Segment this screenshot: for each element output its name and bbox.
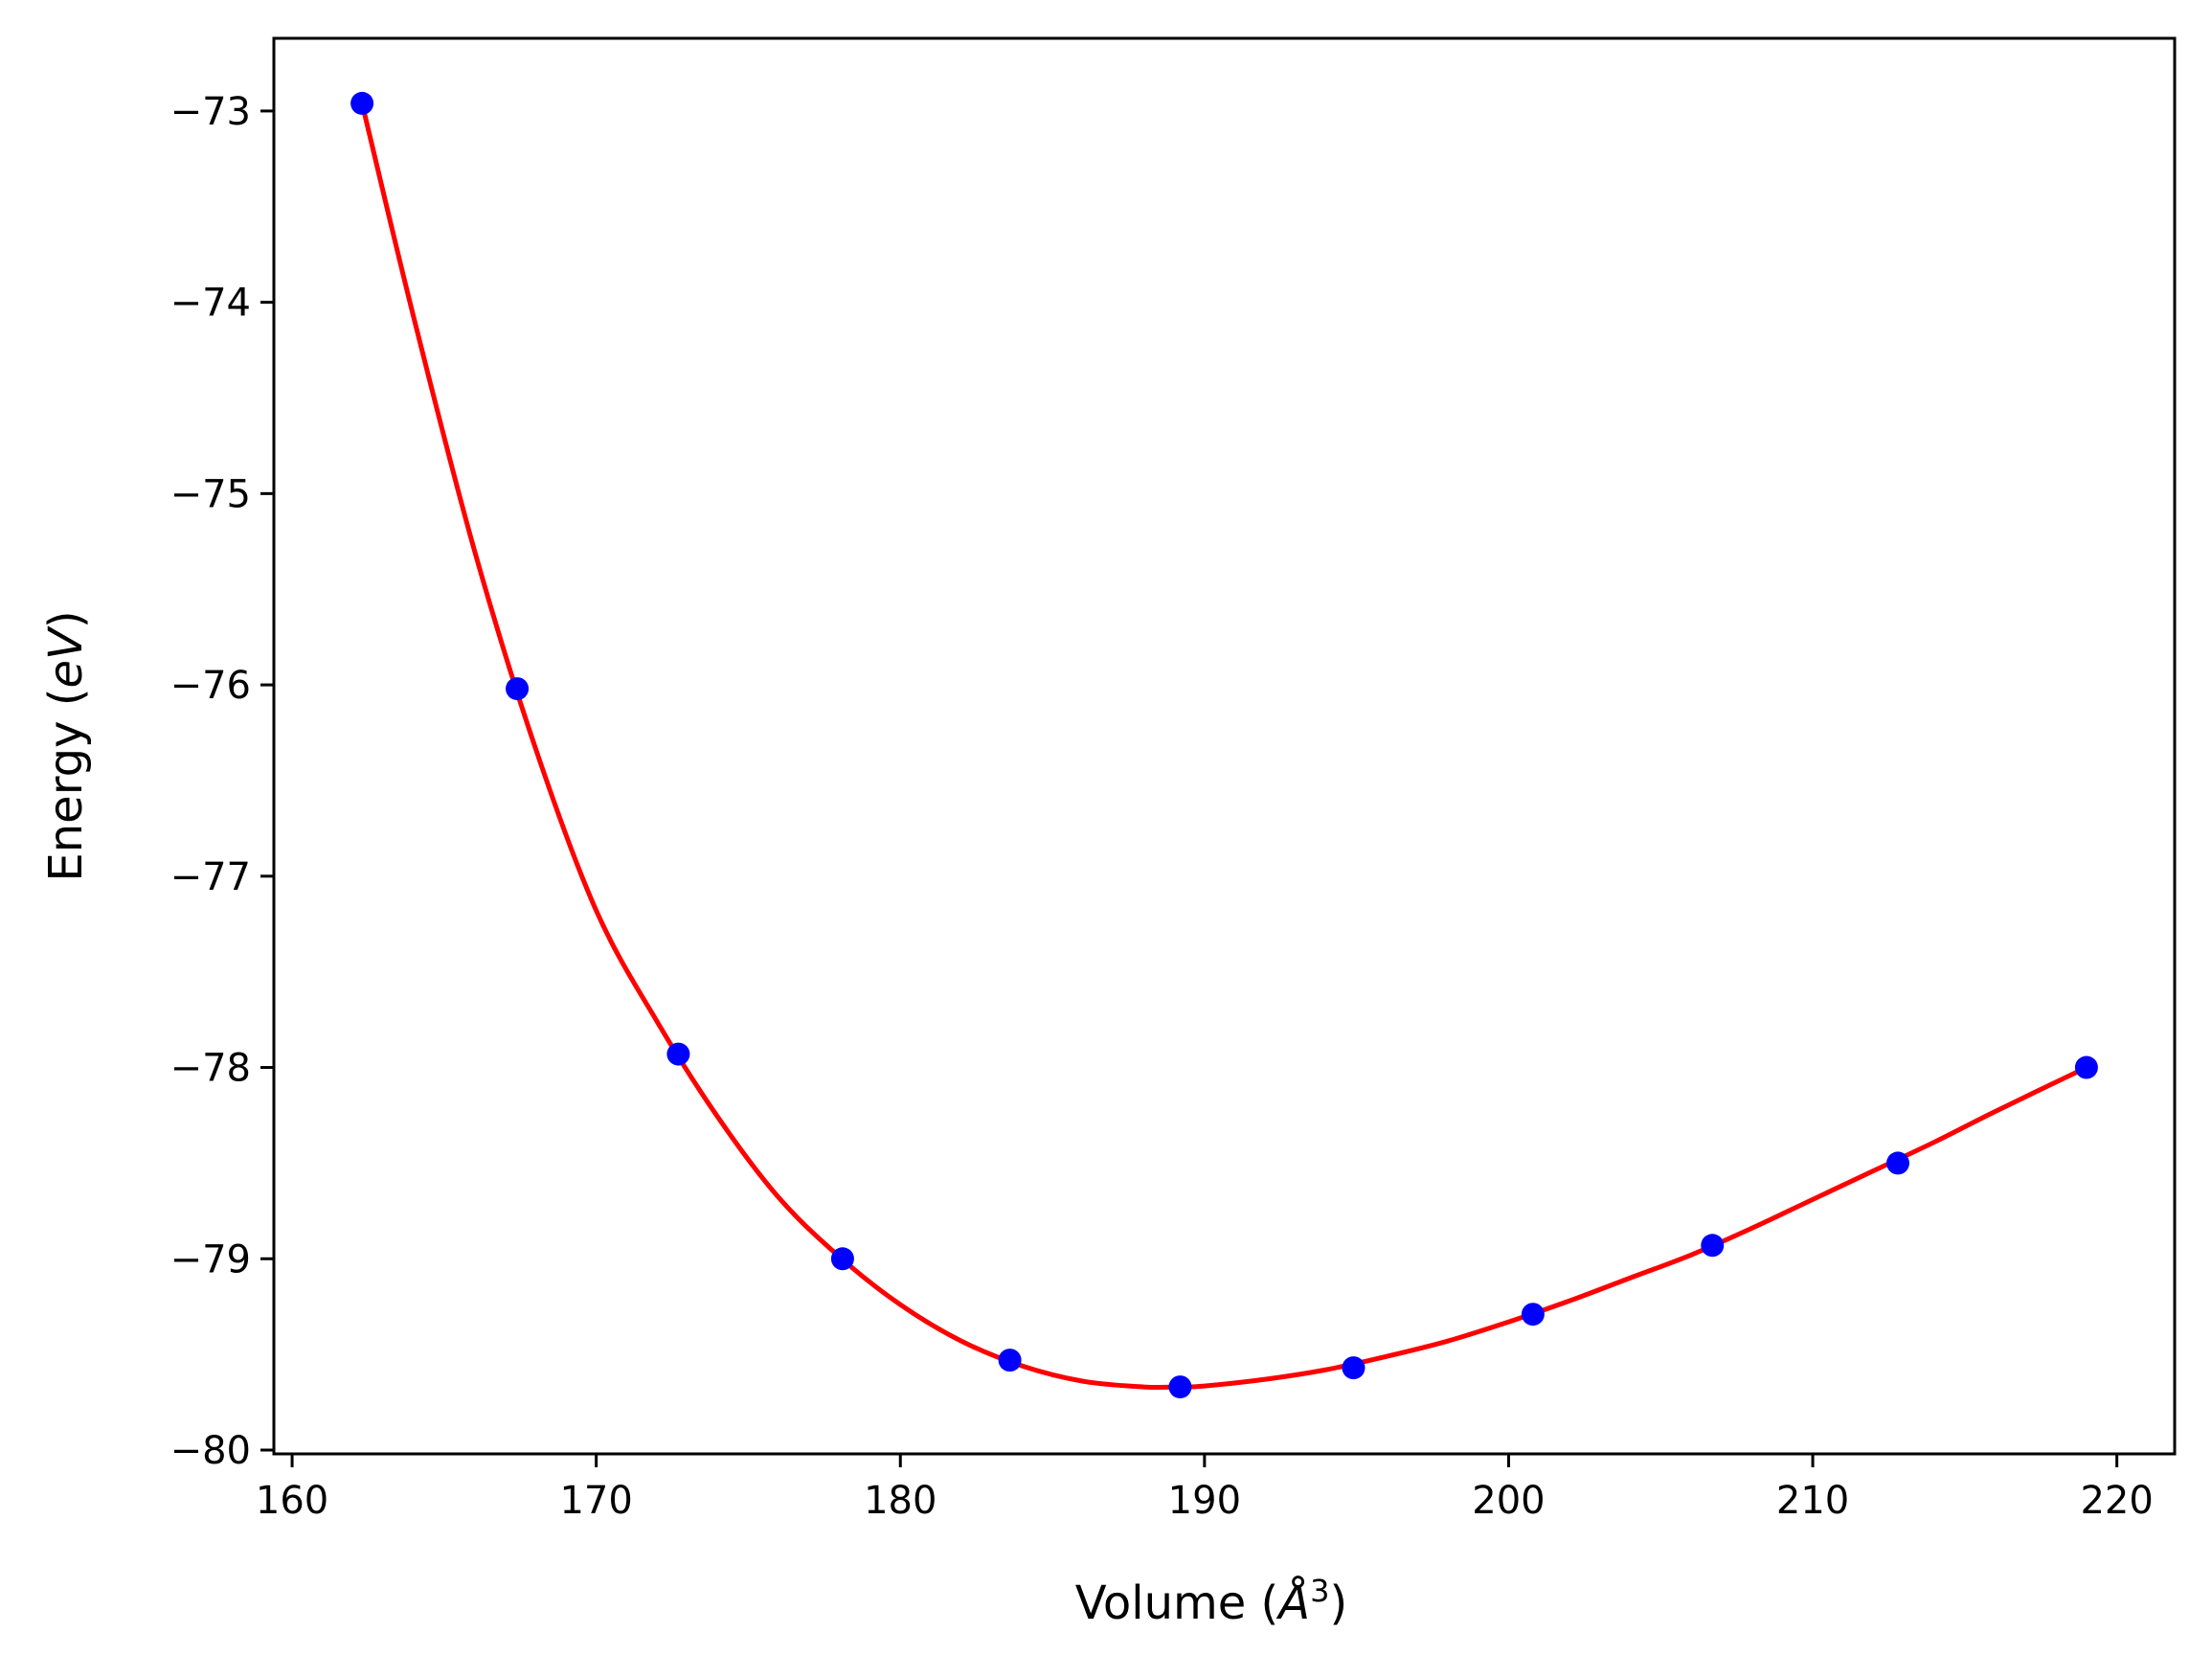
- data-point: [2074, 1055, 2098, 1079]
- data-point: [1885, 1151, 1909, 1175]
- x-tick-label: 190: [1168, 1479, 1241, 1523]
- fit-curve-line: [359, 102, 2088, 1391]
- data-points: [350, 91, 2098, 1399]
- x-tick-label: 220: [2080, 1479, 2153, 1523]
- data-point: [666, 1042, 690, 1066]
- data-point: [1701, 1234, 1725, 1258]
- data-point: [350, 91, 374, 115]
- data-point: [1521, 1303, 1545, 1327]
- data-point: [506, 677, 530, 701]
- data-point: [1342, 1356, 1366, 1380]
- y-tick-label: −76: [170, 664, 251, 708]
- data-point: [998, 1349, 1022, 1372]
- y-tick-label: −74: [170, 282, 251, 326]
- y-tick-label: −77: [170, 855, 251, 899]
- plot-frame: [272, 36, 2177, 1456]
- x-tick-label: 210: [1776, 1479, 1849, 1523]
- y-tick-label: −73: [170, 90, 251, 134]
- data-point: [1168, 1375, 1192, 1399]
- ticks-layer: 160 170 180 190 200 210 220 −80 −79 −78 −77 −76 −75 −…: [170, 90, 2154, 1523]
- y-tick-label: −75: [170, 472, 251, 516]
- y-tick-label: −78: [170, 1047, 251, 1091]
- y-axis-label: Energy (eV): [39, 610, 93, 881]
- x-tick-label: 200: [1472, 1479, 1545, 1523]
- x-tick-label: 180: [864, 1479, 937, 1523]
- x-tick-label: 160: [256, 1479, 328, 1523]
- data-point: [830, 1247, 854, 1271]
- y-tick-label: −80: [170, 1429, 251, 1473]
- x-tick-label: 170: [559, 1479, 632, 1523]
- plot-area: [350, 91, 2098, 1399]
- x-axis-label: Volume (Å3): [1075, 1573, 1347, 1630]
- y-tick-label: −79: [170, 1237, 251, 1281]
